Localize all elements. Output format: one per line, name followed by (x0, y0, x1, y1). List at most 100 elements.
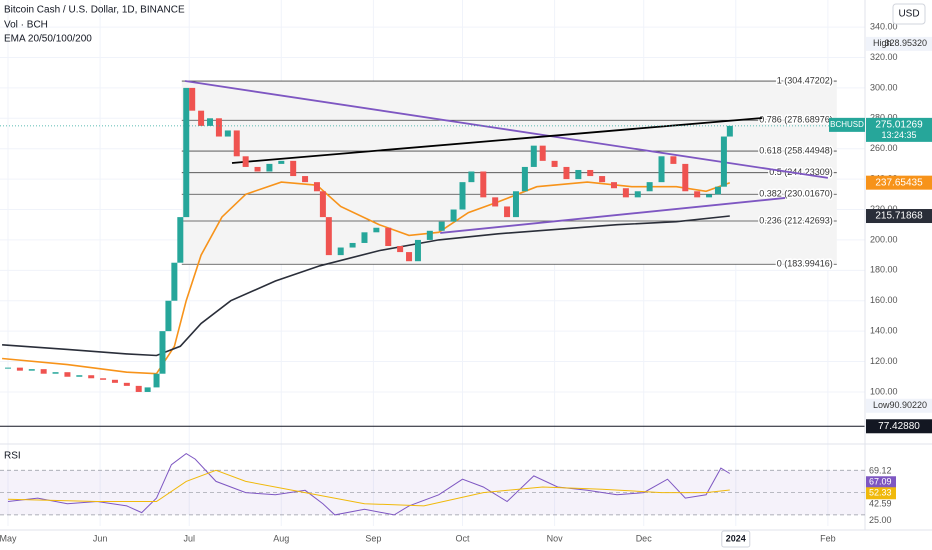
candle (720, 136, 727, 187)
candle (373, 227, 380, 233)
candle (459, 182, 466, 210)
fib-label: 1 (304.47202) (777, 75, 833, 85)
candle (165, 300, 172, 332)
y-tick-label: 120.00 (870, 356, 898, 366)
candle (215, 118, 222, 137)
high-name: High (873, 38, 892, 48)
y-tick-label: 100.00 (870, 386, 898, 396)
rsi-line (7, 452, 731, 516)
candle (492, 197, 499, 207)
rsi-tag-bg (866, 476, 896, 489)
rsi-tag-bg (866, 487, 896, 500)
candle (694, 191, 701, 198)
trendline (184, 80, 829, 179)
symbol-bg (829, 117, 865, 132)
candle (290, 160, 297, 177)
candle (634, 191, 641, 198)
countdown: 13:24:35 (881, 130, 916, 140)
candle (278, 160, 285, 164)
candle (726, 125, 733, 137)
candle (521, 166, 528, 192)
trendline (440, 197, 786, 234)
trendline (231, 117, 763, 164)
last-price: 275.01269 (875, 120, 923, 131)
currency-button[interactable] (892, 3, 926, 25)
candle (406, 252, 413, 262)
candle (313, 182, 320, 192)
fib-label: 0.618 (258.44948) (759, 145, 833, 155)
candle (504, 206, 511, 218)
last-price-bg (866, 117, 932, 142)
ema-tag-bg (866, 175, 932, 190)
candle (28, 369, 35, 371)
x-tick-label: Sep (365, 533, 381, 543)
candle (40, 369, 47, 374)
x-tick-label: Oct (455, 533, 470, 543)
rsi-title: RSI (4, 451, 21, 462)
candle (361, 232, 368, 243)
candle (198, 110, 205, 126)
candle (450, 209, 457, 222)
candle (610, 182, 617, 189)
candle (207, 118, 214, 126)
candle (254, 166, 261, 172)
x-tick-label: Dec (636, 533, 653, 543)
candle (551, 160, 558, 167)
y-tick-label: 160.00 (870, 295, 898, 305)
candle (76, 375, 83, 377)
x-tick-label: Jul (183, 533, 195, 543)
fib-label: 0 (183.99416) (777, 259, 833, 269)
candle (224, 130, 231, 137)
y-tick-label: 300.00 (870, 82, 898, 92)
chart-title: Bitcoin Cash / U.S. Dollar, 1D, BINANCE (4, 5, 185, 16)
y-tick-label: 200.00 (870, 234, 898, 244)
y-tick-label: 220.00 (870, 204, 898, 214)
candle (242, 156, 249, 167)
candle (426, 230, 433, 240)
low-value: 90.90220 (889, 400, 927, 410)
candle (706, 194, 713, 198)
currency[interactable]: USD (898, 9, 919, 20)
fib-label: 0.5 (244.23309) (769, 167, 833, 177)
candle (468, 171, 475, 183)
low-bg (866, 398, 932, 413)
volume-label: Vol · BCH (4, 20, 48, 31)
candle (144, 387, 151, 392)
candle (587, 169, 594, 177)
rsi-line (7, 469, 730, 507)
rsi-tag: 52.33 (869, 488, 892, 498)
candle (414, 239, 421, 262)
x-tick-label: May (0, 533, 17, 543)
candle (88, 375, 95, 379)
candle (622, 188, 629, 198)
candle (385, 227, 392, 246)
high-value: 328.95320 (884, 38, 927, 48)
y-tick-label: 180.00 (870, 265, 898, 275)
x-tick-label: Feb (820, 533, 836, 543)
candle (530, 145, 537, 167)
ema-line (2, 215, 730, 357)
ema-tag-bg (866, 209, 932, 224)
candle (397, 245, 404, 253)
rsi-tag: 67.09 (869, 477, 892, 487)
candle (233, 130, 240, 157)
candle (349, 242, 356, 248)
candle (123, 382, 130, 386)
candle (64, 372, 71, 377)
candle (337, 247, 344, 256)
high-bg (866, 36, 932, 51)
candle (16, 367, 23, 371)
candle (52, 372, 59, 374)
y-tick-label: 260.00 (870, 143, 898, 153)
candle (658, 156, 665, 183)
rsi-band (0, 470, 865, 515)
symbol: BCHUSD (830, 120, 864, 129)
candle (714, 186, 721, 195)
rsi-tag: 69.12 (869, 466, 892, 476)
candle (670, 156, 677, 164)
y-tick-label: 340.00 (870, 21, 898, 31)
candle (100, 378, 107, 380)
candle (135, 385, 142, 392)
indicator-label: EMA 20/50/100/200 (4, 34, 92, 45)
